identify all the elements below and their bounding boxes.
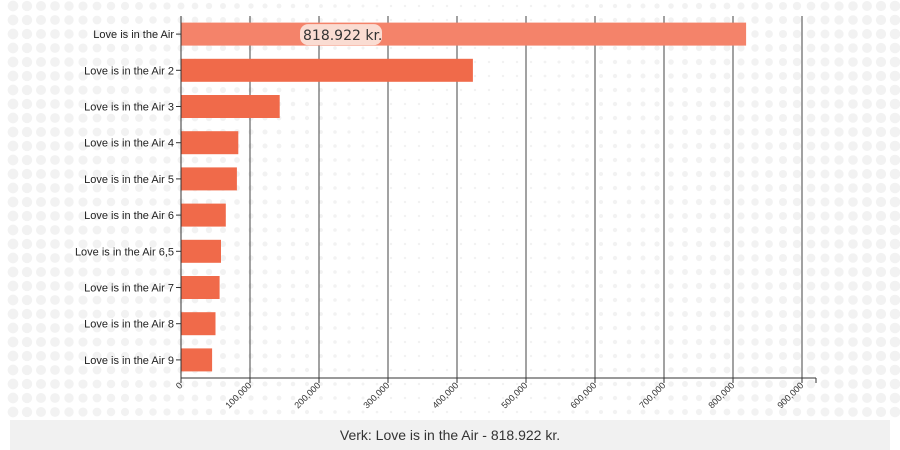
category-label: Love is in the Air 6,5 bbox=[75, 246, 174, 258]
tooltip-value: 818.922 kr. bbox=[303, 28, 382, 44]
category-label: Love is in the Air 9 bbox=[84, 355, 174, 367]
bar[interactable] bbox=[181, 95, 280, 118]
bar[interactable] bbox=[181, 131, 239, 155]
category-label: Love is in the Air 7 bbox=[84, 283, 174, 295]
bar-chart: 0 100,000 200,000 300,000 400,000 500,000 600,… bbox=[75, 16, 817, 410]
bar[interactable] bbox=[181, 348, 213, 372]
x-tick-label: 800,000 bbox=[706, 380, 736, 410]
bar[interactable] bbox=[181, 22, 747, 46]
x-tick-label: 200,000 bbox=[292, 380, 322, 410]
x-tick-label: 400,000 bbox=[430, 380, 460, 410]
category-label: Love is in the Air 6 bbox=[84, 210, 174, 222]
tooltip: 818.922 kr. bbox=[300, 24, 382, 46]
x-tick-label: 300,000 bbox=[361, 380, 391, 410]
bar[interactable] bbox=[181, 58, 473, 82]
bar[interactable] bbox=[181, 203, 226, 227]
category-label: Love is in the Air 8 bbox=[84, 319, 174, 331]
tooltip-background bbox=[300, 24, 382, 46]
x-tick-label: 700,000 bbox=[637, 380, 667, 410]
x-tick-label: 600,000 bbox=[568, 380, 598, 410]
x-tick-label: 500,000 bbox=[499, 380, 529, 410]
bar[interactable] bbox=[181, 239, 221, 263]
bars bbox=[181, 22, 747, 372]
bar[interactable] bbox=[181, 276, 220, 299]
x-tick-label: 0 bbox=[174, 380, 185, 391]
category-label: Love is in the Air 4 bbox=[84, 138, 174, 150]
x-tick-label: 100,000 bbox=[223, 380, 253, 410]
selection-summary-text: Verk: Love is in the Air - 818.922 kr. bbox=[339, 427, 561, 443]
category-label: Love is in the Air bbox=[93, 29, 174, 41]
bar[interactable] bbox=[181, 167, 237, 191]
category-label: Love is in the Air 3 bbox=[84, 102, 174, 114]
bar[interactable] bbox=[181, 312, 216, 336]
category-label: Love is in the Air 2 bbox=[84, 65, 174, 77]
x-tick-label: 900,000 bbox=[775, 380, 805, 410]
category-label: Love is in the Air 5 bbox=[84, 174, 174, 186]
selection-summary: Verk: Love is in the Air - 818.922 kr. bbox=[10, 420, 890, 450]
